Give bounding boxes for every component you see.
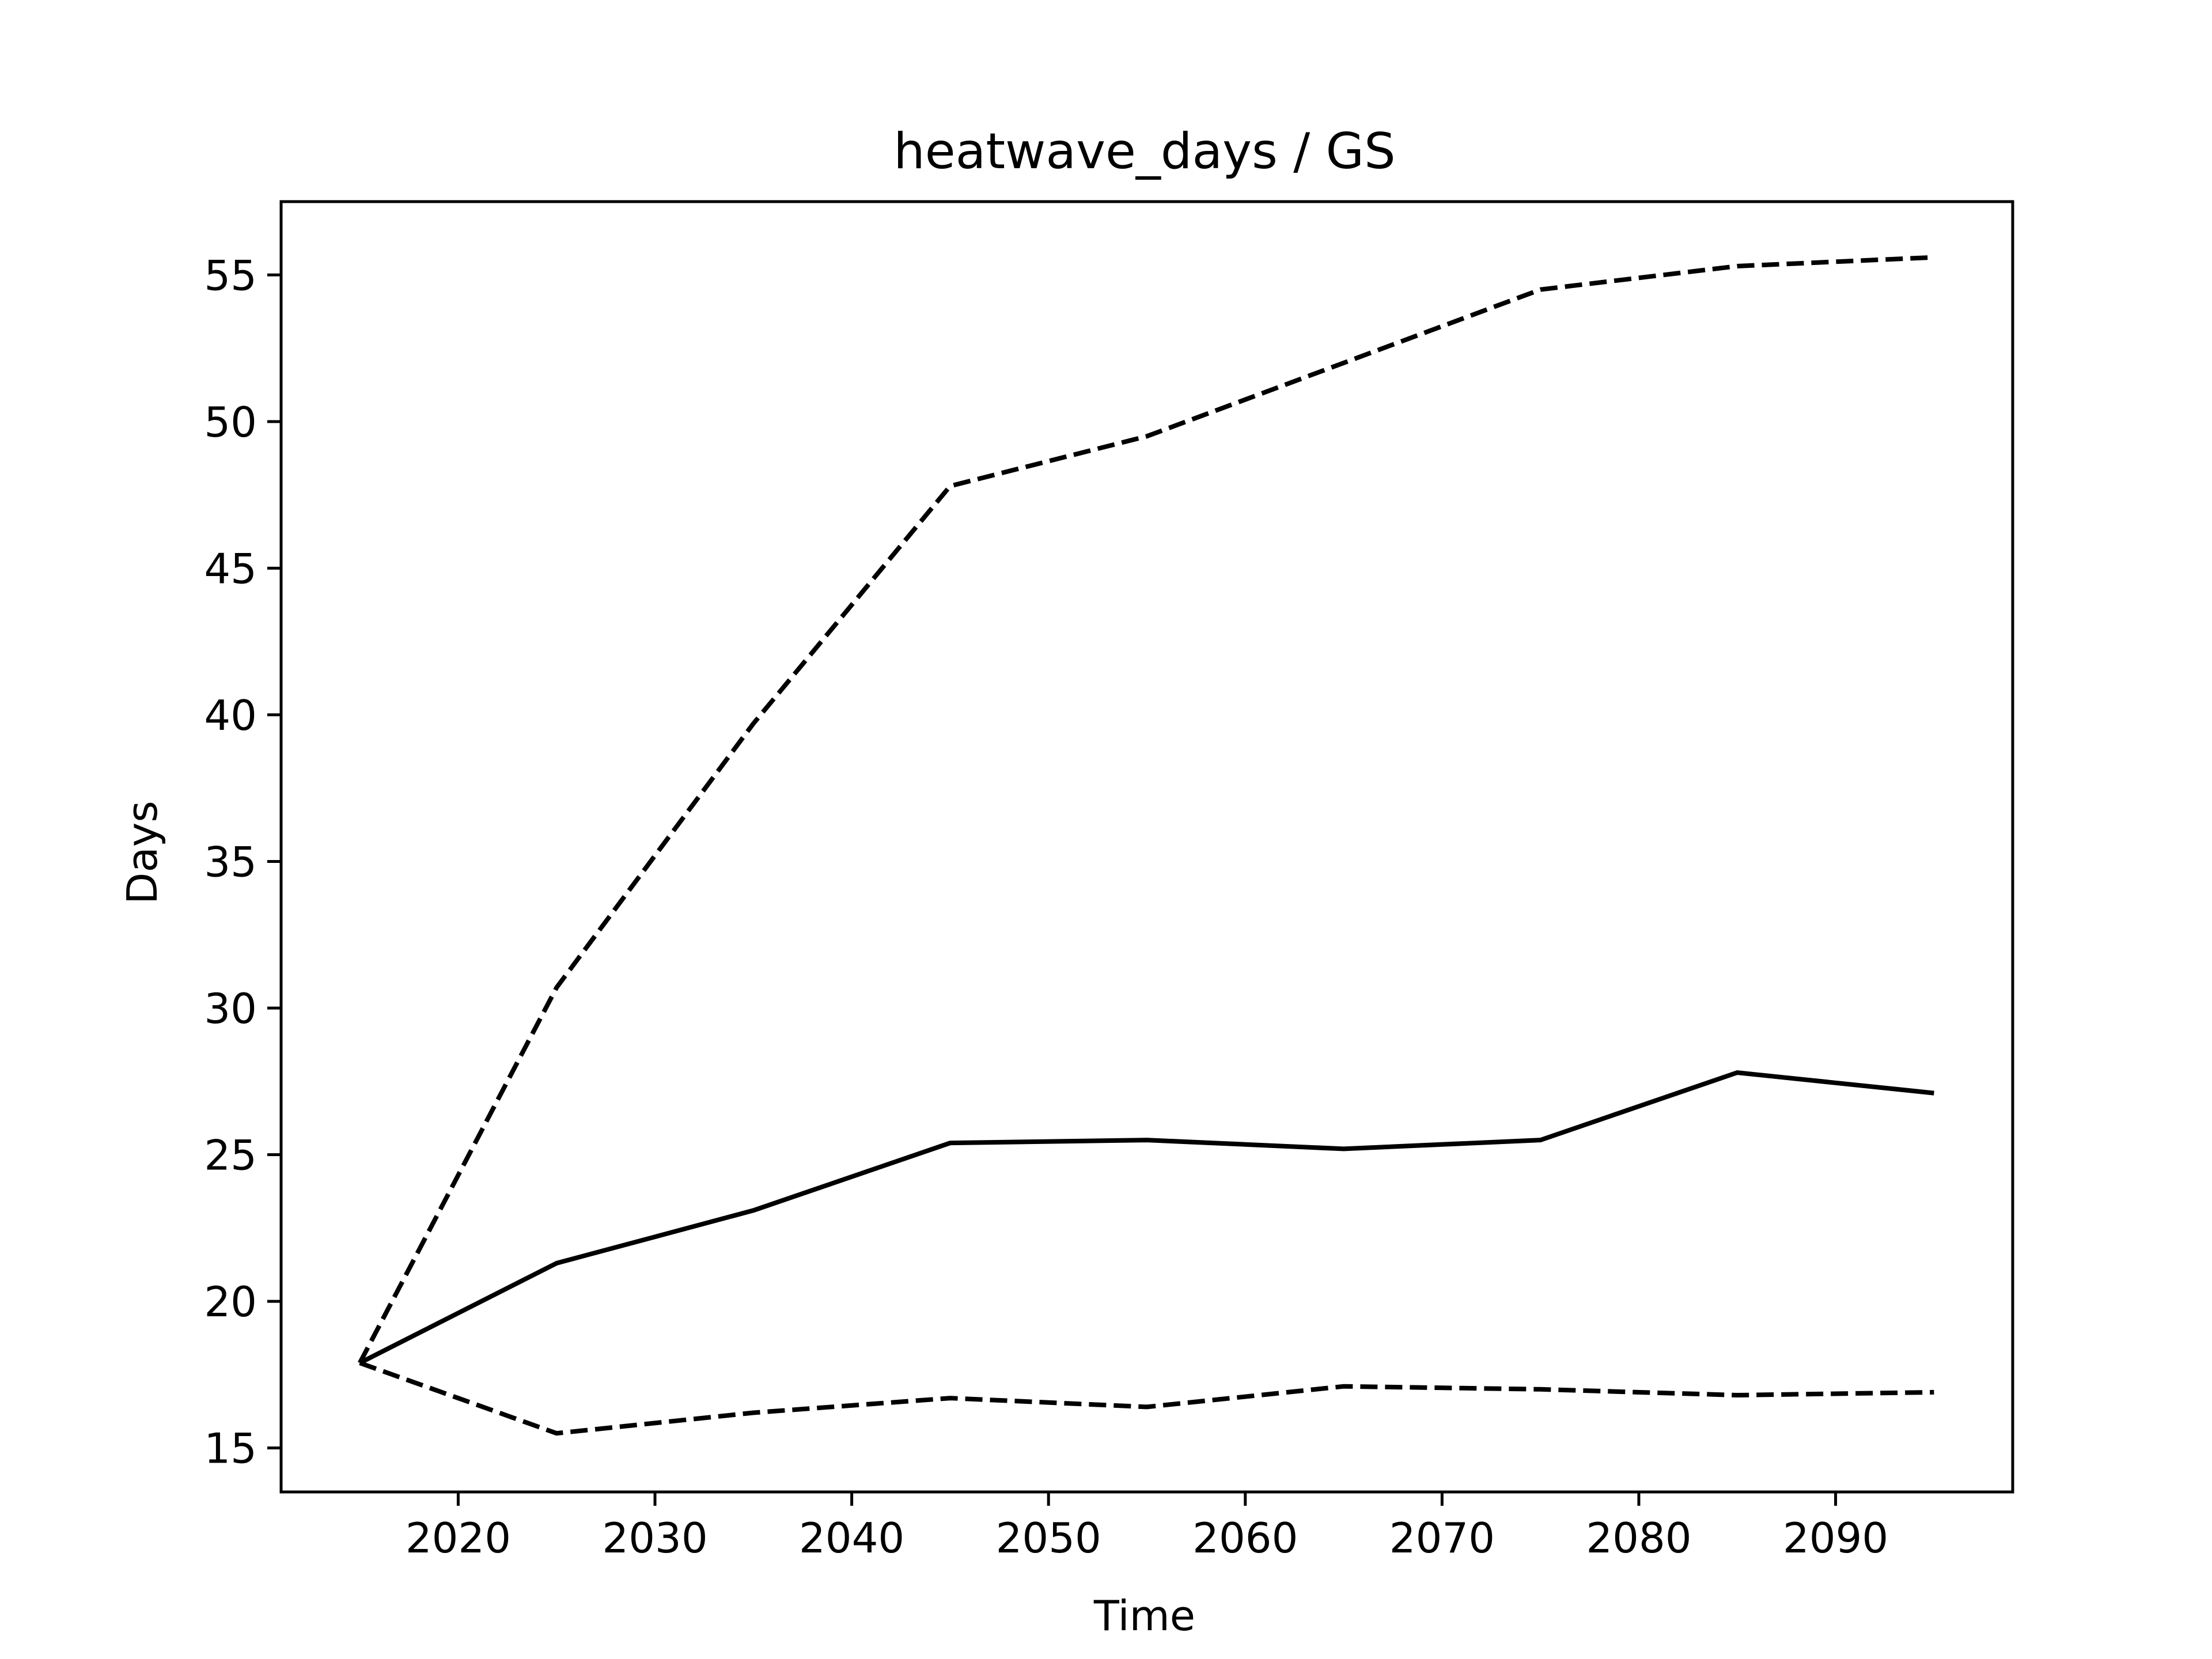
y-tick-label: 40 (204, 691, 257, 740)
series-line-2 (358, 1070, 1934, 1365)
series-line-1 (358, 255, 1934, 1364)
x-tick-label: 2020 (406, 1514, 511, 1562)
x-tick-label: 2080 (1586, 1514, 1691, 1562)
y-tick-label: 15 (204, 1425, 257, 1473)
y-tick-label: 55 (204, 251, 257, 300)
x-tick-label: 2050 (996, 1514, 1101, 1562)
x-tick-label: 2030 (602, 1514, 707, 1562)
x-tick-label: 2060 (1192, 1514, 1298, 1562)
chart-title: heatwave_days / GS (893, 123, 1396, 180)
series-line-3 (359, 1361, 1934, 1436)
x-tick-label: 2070 (1389, 1514, 1495, 1562)
x-axis: 2020 2030 2040 2050 2060 2070 2080 2090 (406, 1492, 1888, 1562)
y-axis-label: Days (118, 801, 166, 904)
y-tick-label: 20 (204, 1278, 257, 1326)
y-tick-label: 45 (204, 544, 257, 593)
x-tick-label: 2040 (799, 1514, 904, 1562)
y-tick-label: 50 (204, 398, 257, 446)
y-tick-label: 35 (204, 838, 257, 886)
y-axis: 15 20 25 30 35 40 45 50 55 (204, 251, 281, 1473)
x-tick-label: 2090 (1783, 1514, 1888, 1562)
x-axis-label: Time (1093, 1592, 1195, 1640)
plot-frame (279, 200, 2014, 1494)
y-tick-label: 30 (204, 984, 257, 1033)
y-tick-label: 25 (204, 1131, 257, 1180)
plot-area (358, 255, 1934, 1436)
